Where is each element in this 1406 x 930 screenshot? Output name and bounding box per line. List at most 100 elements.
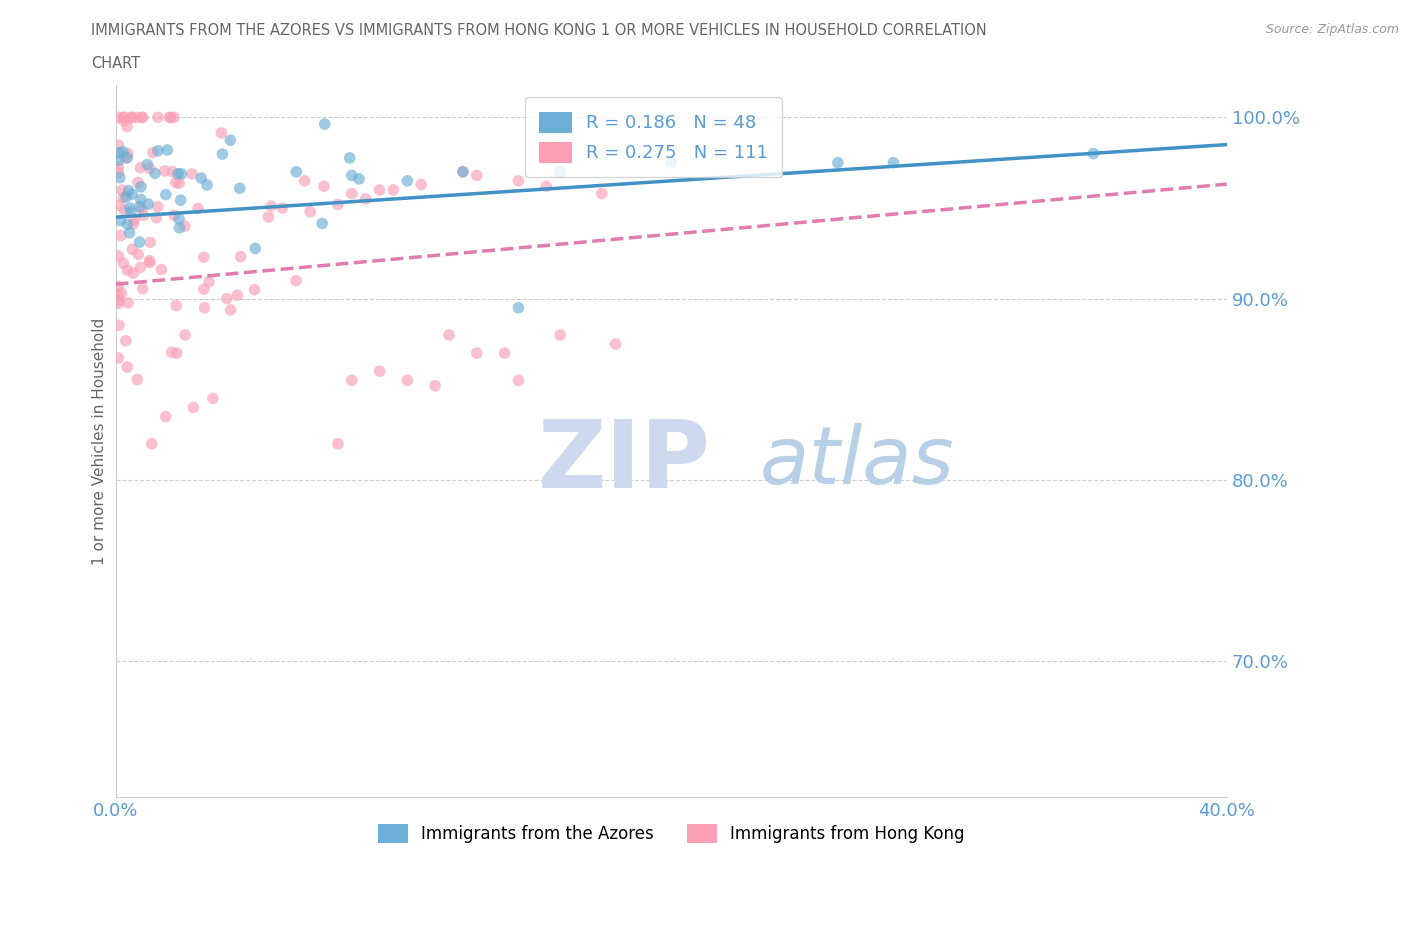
- Point: [117, 146, 139, 161]
- Point: [193, 282, 215, 297]
- Point: [108, 318, 131, 333]
- Point: [120, 205, 142, 219]
- Point: [160, 345, 183, 360]
- Point: [508, 173, 530, 188]
- Point: [167, 176, 190, 191]
- Point: [122, 266, 145, 281]
- Point: [411, 177, 433, 192]
- Point: [115, 190, 138, 205]
- Point: [187, 201, 209, 216]
- Point: [111, 182, 134, 197]
- Point: [121, 187, 143, 202]
- Point: [534, 179, 557, 193]
- Point: [114, 203, 136, 218]
- Point: [219, 133, 242, 148]
- Point: [260, 199, 283, 214]
- Point: [165, 299, 187, 313]
- Point: [128, 234, 150, 249]
- Point: [169, 220, 191, 235]
- Point: [118, 201, 141, 216]
- Point: [368, 182, 391, 197]
- Point: [146, 143, 169, 158]
- Point: [159, 110, 181, 125]
- Point: [127, 175, 149, 190]
- Point: [153, 164, 176, 179]
- Point: [163, 110, 186, 125]
- Point: [138, 161, 160, 176]
- Point: [396, 373, 419, 388]
- Point: [195, 178, 218, 193]
- Point: [131, 201, 153, 216]
- Point: [142, 145, 165, 160]
- Point: [548, 327, 571, 342]
- Point: [138, 253, 160, 268]
- Point: [465, 346, 488, 361]
- Point: [326, 197, 349, 212]
- Point: [146, 110, 169, 125]
- Text: ZIP: ZIP: [538, 417, 711, 509]
- Point: [124, 212, 146, 227]
- Point: [174, 219, 197, 233]
- Point: [131, 281, 153, 296]
- Point: [229, 249, 252, 264]
- Point: [508, 373, 530, 388]
- Point: [117, 263, 139, 278]
- Point: [215, 291, 238, 306]
- Point: [118, 225, 141, 240]
- Point: [131, 110, 153, 125]
- Point: [112, 110, 135, 125]
- Point: [107, 279, 129, 294]
- Point: [169, 193, 191, 207]
- Point: [145, 210, 167, 225]
- Point: [139, 255, 162, 270]
- Point: [108, 170, 131, 185]
- Point: [257, 209, 280, 224]
- Point: [340, 186, 363, 201]
- Point: [508, 300, 530, 315]
- Point: [437, 327, 460, 342]
- Point: [451, 165, 474, 179]
- Point: [157, 110, 180, 125]
- Point: [167, 211, 190, 226]
- Point: [209, 126, 232, 140]
- Point: [271, 201, 294, 216]
- Point: [121, 242, 143, 257]
- Point: [354, 192, 377, 206]
- Point: [107, 248, 129, 263]
- Point: [139, 234, 162, 249]
- Point: [107, 288, 129, 303]
- Point: [107, 166, 129, 180]
- Point: [107, 138, 129, 153]
- Text: atlas: atlas: [761, 423, 955, 501]
- Point: [117, 217, 139, 232]
- Legend: Immigrants from the Azores, Immigrants from Hong Kong: Immigrants from the Azores, Immigrants f…: [371, 817, 972, 850]
- Point: [107, 110, 129, 125]
- Point: [107, 159, 129, 174]
- Point: [314, 116, 336, 131]
- Point: [141, 436, 163, 451]
- Point: [129, 260, 152, 275]
- Point: [827, 155, 849, 170]
- Point: [299, 205, 322, 219]
- Point: [115, 360, 138, 375]
- Point: [396, 173, 419, 188]
- Text: IMMIGRANTS FROM THE AZORES VS IMMIGRANTS FROM HONG KONG 1 OR MORE VEHICLES IN HO: IMMIGRANTS FROM THE AZORES VS IMMIGRANTS…: [91, 23, 987, 38]
- Point: [340, 373, 363, 388]
- Point: [311, 216, 333, 231]
- Point: [131, 110, 153, 125]
- Point: [347, 171, 370, 186]
- Point: [245, 241, 267, 256]
- Point: [451, 165, 474, 179]
- Point: [108, 198, 131, 213]
- Point: [285, 165, 308, 179]
- Point: [108, 293, 131, 308]
- Point: [285, 273, 308, 288]
- Point: [129, 160, 152, 175]
- Text: CHART: CHART: [91, 56, 141, 71]
- Point: [155, 409, 177, 424]
- Point: [228, 180, 250, 195]
- Point: [108, 145, 131, 160]
- Point: [312, 179, 335, 193]
- Point: [112, 256, 135, 271]
- Point: [465, 168, 488, 183]
